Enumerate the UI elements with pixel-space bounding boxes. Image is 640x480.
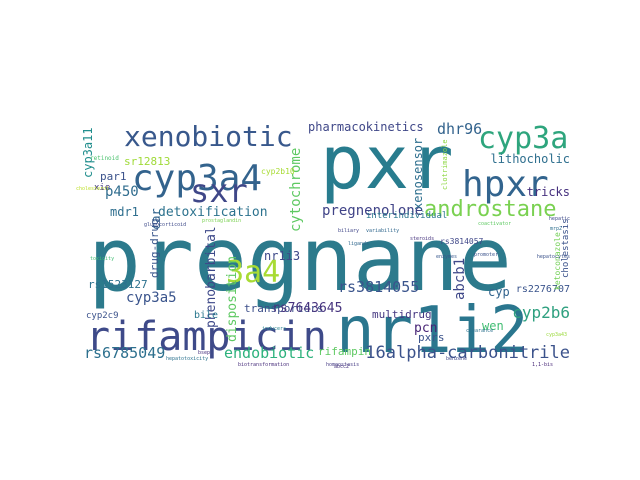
cloud-word: bile — [194, 310, 218, 321]
cloud-word: rs7643645 — [272, 301, 342, 316]
cloud-word: nr1i3 — [264, 249, 300, 263]
cloud-word: cyp2b10 — [261, 167, 295, 176]
cloud-word: hepatotoxicity — [166, 356, 208, 362]
cloud-word: rs3814057 — [440, 237, 484, 246]
cloud-word: 16alpha-carbonitrile — [365, 343, 570, 363]
cloud-word: car — [149, 208, 163, 230]
cloud-word: hepatocytes — [537, 254, 570, 260]
cloud-word: pregnenolone — [322, 203, 423, 219]
cloud-word: drug-drug — [148, 218, 161, 278]
cloud-word: benzene — [446, 356, 467, 362]
cloud-word: disposition — [225, 256, 240, 342]
cloud-word: pharmacokinetics — [308, 120, 424, 134]
cloud-word: hpxr — [462, 164, 549, 205]
cloud-word: prostaglandin — [202, 218, 241, 224]
cloud-word: wen — [482, 319, 504, 333]
cloud-word: lithocholic — [491, 152, 570, 166]
cloud-word: promoter — [474, 252, 498, 258]
cloud-word: toxicity — [90, 256, 114, 262]
cloud-word: 1,1-bis — [532, 362, 553, 368]
cloud-word: bsep — [198, 350, 210, 356]
cloud-word: par1 — [100, 170, 127, 183]
cloud-word: mdr1 — [110, 205, 139, 219]
cloud-word: rifampin — [318, 345, 371, 358]
cloud-word: homeostasis — [326, 362, 359, 368]
cloud-word: cyp3a — [478, 121, 568, 156]
cloud-word: pxr — [320, 120, 454, 206]
cloud-word: rs2276707 — [516, 284, 570, 295]
cloud-word: rs6785049 — [84, 344, 165, 362]
cloud-word: retinoid — [90, 155, 119, 162]
cloud-word: cyp — [488, 285, 510, 299]
cloud-word: phenobarbital — [204, 226, 219, 328]
cloud-word: cyp3a43 — [546, 332, 567, 338]
cloud-word: clearance — [466, 328, 493, 334]
cloud-word: biotransformation — [238, 362, 289, 368]
cloud-word: cytochrome — [288, 148, 304, 232]
cloud-word: abcb1 — [452, 258, 468, 300]
cloud-word: enzymes — [436, 254, 457, 260]
cloud-word: sr12813 — [124, 155, 170, 168]
cloud-word: cyp2b6 — [512, 303, 570, 322]
cloud-word: cyp3a5 — [126, 290, 177, 306]
cloud-word: tricks — [527, 185, 570, 199]
cloud-word: cholestasis — [561, 218, 571, 278]
cloud-word: androstane — [424, 197, 556, 222]
cloud-word: mrp2 — [550, 226, 562, 232]
cloud-word: detoxification — [158, 205, 268, 220]
cloud-word: endobiotic — [224, 344, 314, 362]
cloud-word: cyp2c9 — [86, 311, 119, 321]
cloud-word: ketoconazole — [553, 232, 562, 290]
cloud-word: coactivator — [478, 221, 511, 227]
cloud-word: rs3814055 — [338, 278, 419, 296]
cloud-word: rifampicin — [86, 314, 327, 360]
cloud-word: multidrug — [372, 308, 432, 321]
cloud-word: dhr96 — [437, 120, 482, 138]
cloud-word: sxr — [190, 172, 248, 210]
cloud-word: hepatic — [549, 216, 570, 222]
cloud-word: pcn — [414, 321, 437, 336]
cloud-word: glucocorticoid — [144, 222, 186, 228]
cloud-word: inducers — [262, 326, 286, 332]
cloud-word: xie — [94, 183, 110, 193]
cloud-word: pxrs — [418, 331, 445, 344]
cloud-word: pregnane — [88, 208, 512, 311]
cloud-word: xenobiotic — [124, 120, 293, 153]
cloud-word: cyp3a11 — [81, 127, 95, 178]
cloud-word: steroids — [410, 236, 434, 242]
cloud-word: abcc2 — [334, 364, 349, 370]
cloud-word: cholesterol — [76, 186, 109, 192]
cloud-word: ligands — [348, 241, 369, 247]
cloud-word: xenosensor — [411, 138, 425, 210]
cloud-word: rs1523127 — [88, 278, 148, 291]
cloud-word: cyp3a4 — [132, 158, 262, 199]
cloud-word: p450 — [105, 184, 139, 200]
cloud-word: biliary — [338, 228, 359, 234]
cloud-word: transporters — [244, 302, 323, 315]
cloud-word: variability — [366, 228, 399, 234]
cloud-word: clotrimazole — [441, 139, 449, 190]
cloud-word: 3a4 — [226, 255, 280, 290]
cloud-word: interindividual — [366, 211, 447, 221]
cloud-word: nr1i2 — [336, 294, 529, 368]
